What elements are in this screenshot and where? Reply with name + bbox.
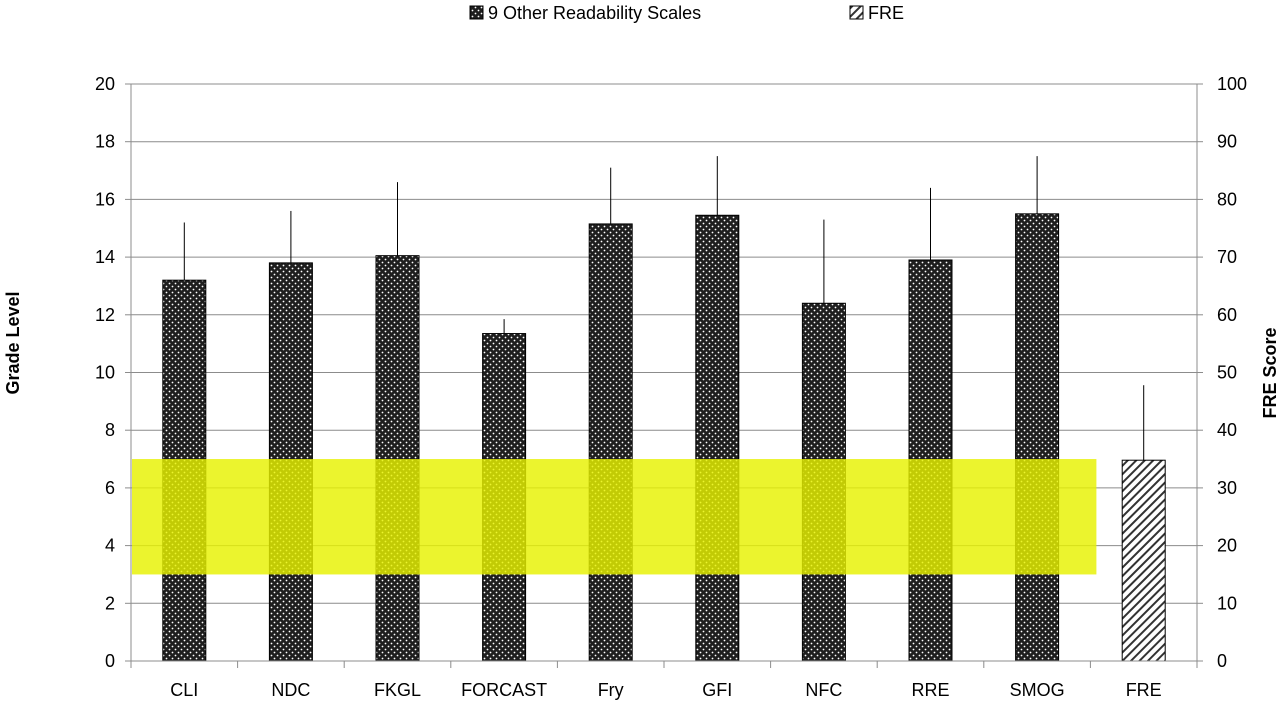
bars	[162, 213, 1166, 662]
y2-tick-label: 90	[1217, 132, 1237, 152]
x-tick-label-ndc: NDC	[271, 680, 310, 700]
y-tick-label: 8	[105, 420, 115, 440]
y2-tick-label: 20	[1217, 536, 1237, 556]
y-tick-label: 20	[95, 74, 115, 94]
x-tick-label-nfc: NFC	[805, 680, 842, 700]
y2-axis-title: FRE Score	[1260, 327, 1280, 418]
y2-tick-label: 80	[1217, 189, 1237, 209]
y2-tick-label: 30	[1217, 478, 1237, 498]
y2-tick-label: 100	[1217, 74, 1247, 94]
bar-smog	[1015, 213, 1060, 662]
bar-fkgl	[375, 255, 420, 662]
y-tick-label: 0	[105, 651, 115, 671]
x-tick-label-fry: Fry	[598, 680, 624, 700]
x-tick-label-fre: FRE	[1126, 680, 1162, 700]
y2-tick-label: 0	[1217, 651, 1227, 671]
y-tick-label: 2	[105, 593, 115, 613]
x-tick-label-forcast: FORCAST	[461, 680, 547, 700]
legend-label-fre: FRE	[868, 3, 904, 23]
error-bars	[183, 156, 1145, 461]
bar-fre	[1121, 459, 1166, 662]
y2-tick-label: 10	[1217, 593, 1237, 613]
y2-tick-label: 50	[1217, 363, 1237, 383]
axes	[125, 83, 1203, 668]
y-tick-label: 4	[105, 536, 115, 556]
bar-fry	[588, 223, 633, 662]
x-tick-label-cli: CLI	[170, 680, 198, 700]
legend: 9 Other Readability Scales FRE	[469, 3, 904, 23]
y-axis-title: Grade Level	[3, 291, 23, 394]
bar-gfi	[695, 214, 740, 662]
y-tick-label: 16	[95, 189, 115, 209]
y2-tick-label: 40	[1217, 420, 1237, 440]
legend-label-other-scales: 9 Other Readability Scales	[488, 3, 701, 23]
y-tick-label: 14	[95, 247, 115, 267]
y-tick-label: 10	[95, 363, 115, 383]
y-tick-label: 12	[95, 305, 115, 325]
y-tick-label: 6	[105, 478, 115, 498]
legend-swatch-fre	[849, 5, 864, 20]
y-tick-label: 18	[95, 132, 115, 152]
x-tick-label-gfi: GFI	[702, 680, 732, 700]
x-tick-label-smog: SMOG	[1010, 680, 1065, 700]
y2-tick-label: 70	[1217, 247, 1237, 267]
y2-tick-label: 60	[1217, 305, 1237, 325]
grade-band-highlight	[132, 459, 1097, 575]
x-tick-label-rre: RRE	[911, 680, 949, 700]
x-tick-label-fkgl: FKGL	[374, 680, 421, 700]
target-band	[132, 459, 1097, 575]
legend-swatch-other-scales	[469, 5, 484, 20]
tick-labels: 0 2 4 6 8 10 12 14 16 18 20 0 10 20 30 40 50 60 70 80 90 100 C…	[95, 74, 1247, 700]
